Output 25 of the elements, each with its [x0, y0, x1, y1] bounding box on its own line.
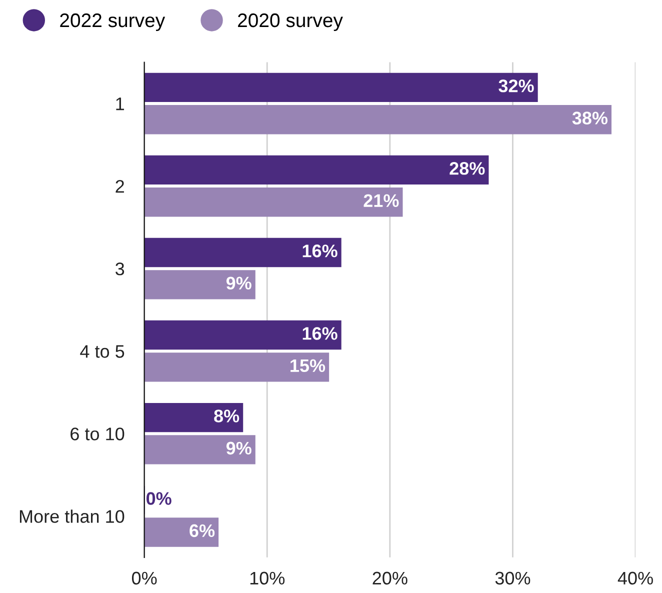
- data-label: 8%: [214, 410, 240, 422]
- y-tick-label: 6 to 10: [70, 428, 124, 440]
- data-label: 28%: [450, 162, 485, 175]
- y-tick-label: 3: [116, 262, 124, 276]
- legend-label: 2022 survey: [60, 13, 166, 32]
- data-label: 6%: [190, 524, 215, 538]
- x-tick-label: 20%: [372, 572, 408, 585]
- legend-label: 2020 survey: [238, 13, 343, 32]
- x-tick-label: 30%: [495, 572, 530, 585]
- data-label: 15%: [290, 359, 326, 372]
- data-label: 38%: [572, 112, 608, 124]
- data-label: 0%: [146, 492, 172, 505]
- y-tick-label: More than 10: [20, 510, 124, 523]
- x-tick-label: 40%: [618, 572, 653, 585]
- data-label: 21%: [364, 194, 399, 207]
- y-tick-label: 4 to 5: [80, 345, 124, 358]
- data-label: 16%: [302, 244, 338, 258]
- data-label: 9%: [226, 276, 252, 290]
- data-label: 16%: [302, 327, 338, 340]
- data-label: 32%: [498, 79, 534, 92]
- y-tick-label: 2: [116, 180, 124, 193]
- data-label: 9%: [226, 442, 252, 455]
- y-tick-label: 1: [116, 98, 124, 110]
- x-tick-label: 0%: [132, 572, 157, 585]
- x-tick-label: 10%: [250, 572, 285, 585]
